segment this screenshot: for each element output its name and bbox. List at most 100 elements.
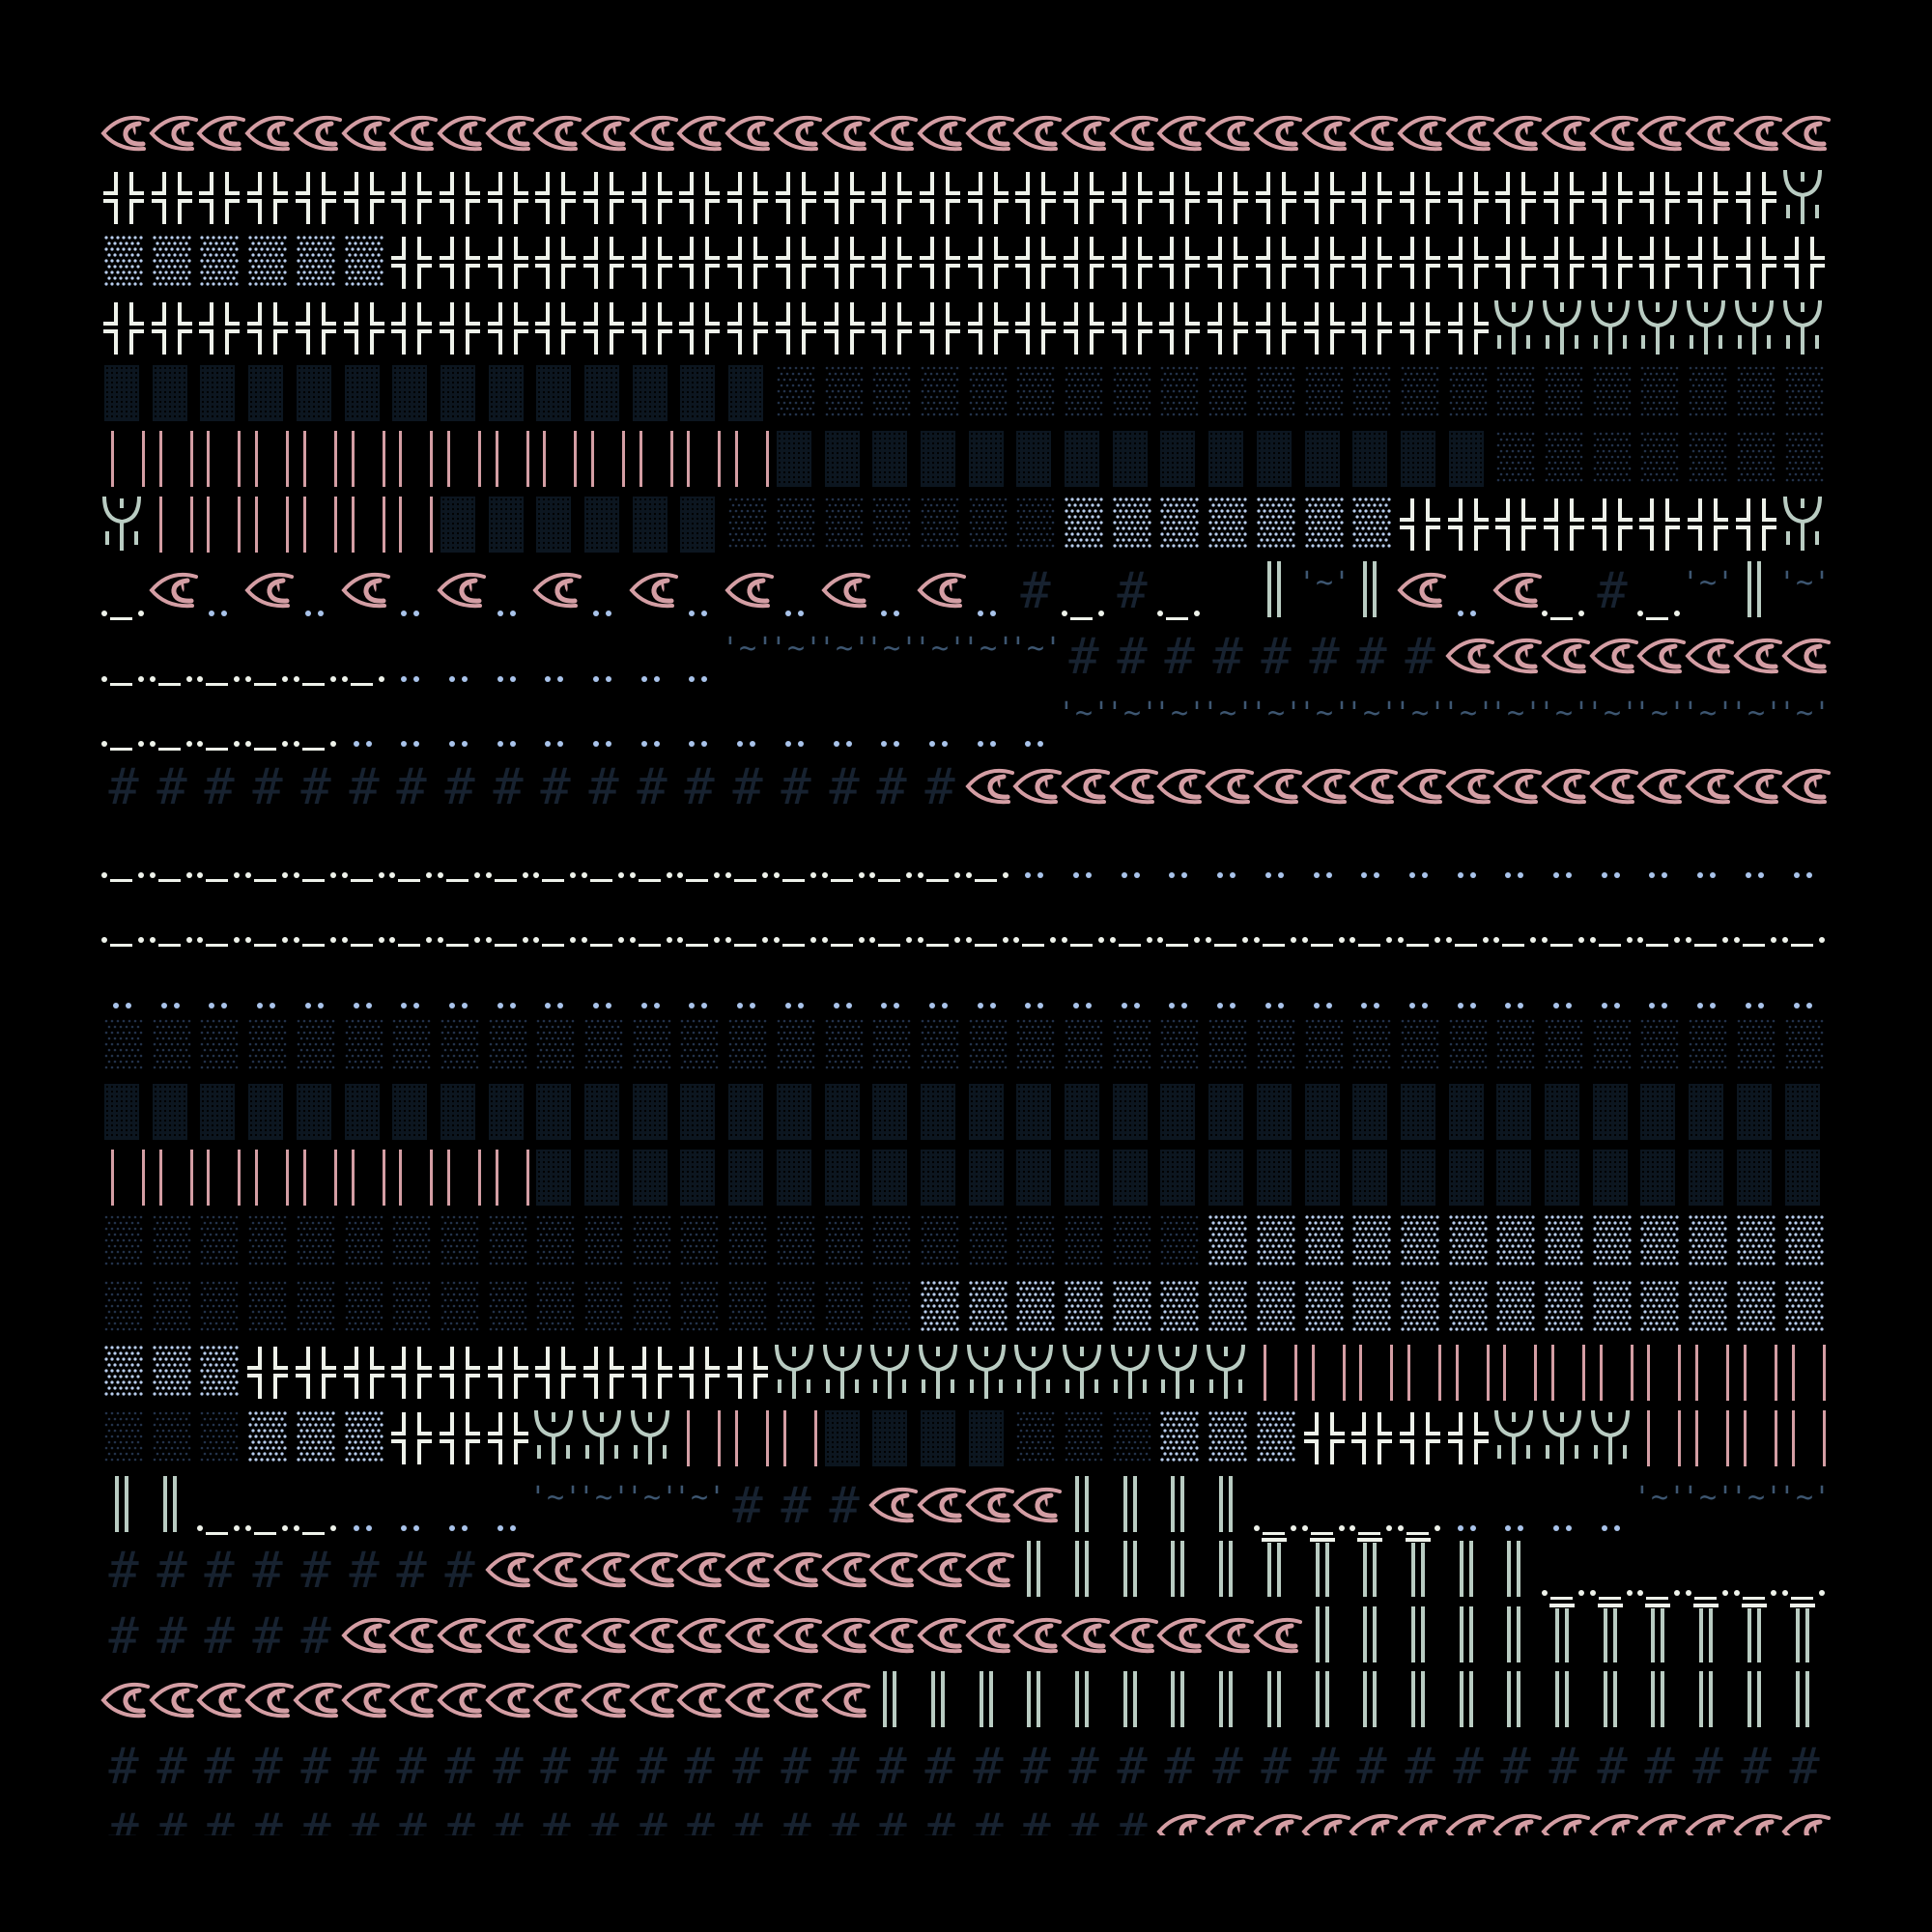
dark-block-glyph (965, 1144, 1013, 1209)
face-glyph (1636, 882, 1685, 948)
eye-glyph (1444, 752, 1494, 817)
double-bar-glyph (1061, 1535, 1109, 1601)
eye-glyph (1444, 99, 1494, 164)
sparse-dot-block-glyph (196, 1274, 244, 1340)
hash-glyph: # (388, 1731, 437, 1797)
hash-glyph: # (1012, 1797, 1061, 1835)
tilde-glyph: '~' (1682, 1470, 1734, 1536)
dark-block-glyph (868, 1078, 917, 1144)
dark-block-glyph (1781, 1078, 1830, 1144)
light-dot-block-glyph (1636, 1208, 1685, 1274)
hash-glyph: # (1253, 621, 1301, 687)
light-dot-block-glyph (1397, 1208, 1445, 1274)
face-glyph (1349, 1470, 1397, 1536)
hash-glyph: # (388, 1797, 437, 1835)
eye-glyph (676, 1601, 726, 1666)
face-glyph (917, 817, 965, 883)
hash-glyph: # (581, 1731, 629, 1797)
light-dot-block-glyph (1156, 1405, 1205, 1470)
dot-pair-glyph (1109, 948, 1157, 1013)
eye-glyph (340, 1665, 390, 1731)
tilde-glyph: '~' (1634, 686, 1686, 752)
psi-glyph (1541, 1405, 1589, 1470)
pink-bars-glyph (1301, 1339, 1350, 1405)
hash-glyph: # (244, 1601, 293, 1666)
pink-bars-glyph (244, 1144, 293, 1209)
dark-block-glyph (1061, 1144, 1109, 1209)
sparse-dot-block-glyph (1636, 1012, 1685, 1078)
double-cross-glyph (100, 295, 149, 360)
dot-pair-glyph (388, 686, 437, 752)
sparse-dot-block-glyph (1733, 1012, 1781, 1078)
double-cross-glyph (1541, 491, 1589, 556)
dot-pair-glyph (773, 948, 821, 1013)
glyph-row: '~' '~' '~' '~' # # # '~' '~' '~' '~' (100, 1470, 1835, 1536)
hash-glyph: # (1109, 555, 1157, 621)
sparse-dot-block-glyph (821, 359, 869, 425)
double-cross-glyph (773, 295, 821, 360)
sparse-dot-block-glyph (532, 1012, 581, 1078)
eye-glyph (1636, 1797, 1687, 1835)
hash-glyph: # (244, 1731, 293, 1797)
double-cross-glyph (388, 164, 437, 230)
hash-glyph: # (629, 1797, 677, 1835)
double-cross-glyph (581, 1339, 629, 1405)
sparse-dot-block-glyph (1685, 359, 1733, 425)
dot-pair-glyph (868, 686, 917, 752)
face-glyph (196, 882, 244, 948)
double-bar-glyph (1492, 1601, 1541, 1666)
pink-bars-glyph (293, 425, 341, 491)
pink-bars-glyph (1589, 1339, 1637, 1405)
psi-glyph (581, 1405, 629, 1470)
dot-pair-glyph (485, 686, 533, 752)
face-glyph (1156, 882, 1205, 948)
dot-pair-glyph (965, 948, 1013, 1013)
light-dot-block-glyph (1301, 491, 1350, 556)
double-cross-glyph (196, 295, 244, 360)
dark-block-glyph (868, 1144, 917, 1209)
eye-glyph (1109, 99, 1158, 164)
eye-glyph (1061, 1601, 1110, 1666)
eye-glyph (581, 1601, 630, 1666)
eye-glyph (388, 1665, 439, 1731)
hash-glyph: # (1061, 621, 1109, 687)
hash-glyph: # (1589, 1731, 1637, 1797)
hash-glyph: # (917, 1797, 965, 1835)
double-cross-glyph (437, 229, 485, 295)
sparse-dot-block-glyph (1733, 359, 1781, 425)
psi-glyph (1061, 1339, 1109, 1405)
eye-glyph (1733, 1797, 1782, 1835)
eye-glyph (917, 1601, 966, 1666)
eye-glyph (820, 1535, 870, 1601)
pink-bars-glyph (676, 1405, 724, 1470)
double-cross-glyph (676, 229, 724, 295)
double-cross-glyph (1397, 295, 1445, 360)
dot-pair-glyph (868, 555, 917, 621)
face-glyph (724, 817, 773, 883)
eye-glyph (1156, 1797, 1207, 1835)
double-cross-glyph (1589, 491, 1637, 556)
light-dot-block-glyph (1156, 491, 1205, 556)
sparse-dot-block-glyph (868, 359, 917, 425)
eye-glyph (484, 1601, 534, 1666)
double-bar-glyph (1445, 1665, 1493, 1731)
double-cross-glyph (1156, 164, 1205, 230)
face-glyph (917, 882, 965, 948)
psi-glyph (1589, 1405, 1637, 1470)
face-glyph (581, 882, 629, 948)
pink-bars-glyph (1685, 1405, 1733, 1470)
hash-glyph: # (1012, 555, 1061, 621)
pink-bars-glyph (388, 491, 437, 556)
pink-bars-glyph (1781, 1405, 1830, 1470)
glyph-row: '~' '~' '~' '~' '~' '~' '~' '~' '~' '~' '~' '~' '~' '… (100, 686, 1835, 752)
double-cross-glyph (1445, 491, 1493, 556)
hash-glyph: # (293, 1731, 341, 1797)
light-dot-block-glyph (244, 229, 293, 295)
eye-glyph (1205, 1797, 1255, 1835)
pink-bars-glyph (1492, 1339, 1541, 1405)
eye-glyph (1156, 99, 1207, 164)
eye-glyph (868, 1470, 919, 1536)
eye-glyph (1205, 1601, 1255, 1666)
glyph-row: # # # # # (100, 1601, 1835, 1666)
hash-glyph: # (1685, 1731, 1733, 1797)
